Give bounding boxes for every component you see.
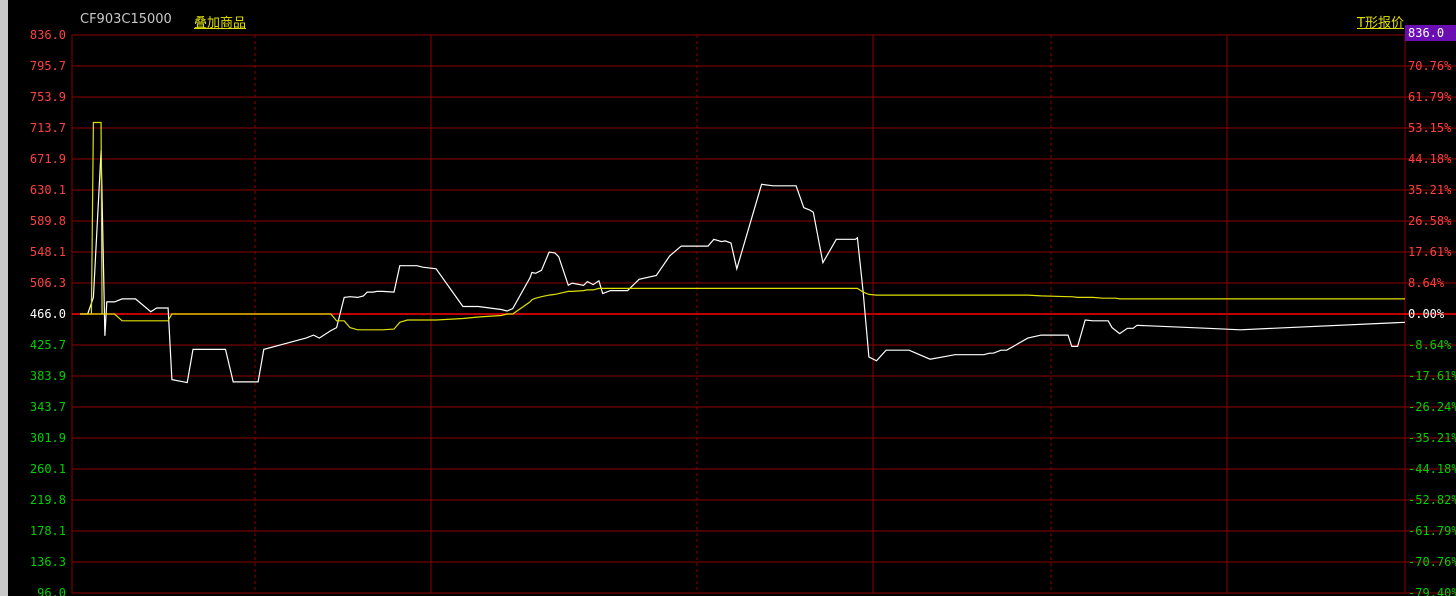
y-tick-right: 70.76% (1408, 59, 1452, 73)
window-edge (0, 0, 8, 596)
y-tick-left: 343.7 (30, 400, 66, 414)
y-tick-right: 8.64% (1408, 276, 1445, 290)
current-price-badge: 836.0 (1405, 25, 1456, 41)
y-tick-left: 178.1 (30, 524, 66, 538)
overlay-commodity-link[interactable]: 叠加商品 (194, 16, 247, 31)
y-tick-left: 630.1 (30, 183, 66, 197)
y-tick-left: 548.1 (30, 245, 66, 259)
spike-envelope (90, 121, 103, 315)
y-tick-left: 753.9 (30, 90, 66, 104)
y-tick-right: -26.24% (1408, 400, 1456, 414)
y-tick-right: -44.18% (1408, 462, 1456, 476)
y-tick-right: -61.79% (1408, 524, 1456, 538)
y-tick-left: 671.9 (30, 152, 66, 166)
y-tick-left: 260.1 (30, 462, 66, 476)
average-price-line (80, 287, 1405, 331)
y-tick-right: 53.15% (1408, 121, 1452, 135)
y-tick-right: 44.18% (1408, 152, 1452, 166)
t-quote-link[interactable]: T形报价 (1357, 16, 1404, 31)
y-tick-right: -17.61% (1408, 369, 1456, 383)
y-tick-left: 589.8 (30, 214, 66, 228)
chart-header: CF903C15000 叠加商品 T形报价 (8, 8, 1456, 31)
y-tick-right: 35.21% (1408, 183, 1452, 197)
y-tick-right: 26.58% (1408, 214, 1452, 228)
y-tick-left: 506.3 (30, 276, 66, 290)
y-tick-left: 425.7 (30, 338, 66, 352)
y-tick-right: -79.40% (1408, 586, 1456, 596)
y-tick-left: 96.0 (37, 586, 66, 596)
contract-symbol: CF903C15000 (80, 12, 172, 27)
y-tick-right: 0.00% (1408, 307, 1445, 321)
y-tick-right: -52.82% (1408, 493, 1456, 507)
y-tick-left: 466.0 (30, 307, 66, 321)
y-tick-left: 383.9 (30, 369, 66, 383)
price-series-line (80, 150, 1406, 384)
y-tick-left: 713.7 (30, 121, 66, 135)
y-tick-right: -35.21% (1408, 431, 1456, 445)
y-tick-left: 219.8 (30, 493, 66, 507)
y-tick-left: 836.0 (30, 28, 66, 42)
y-tick-left: 136.3 (30, 555, 66, 569)
y-tick-right: 17.61% (1408, 245, 1452, 259)
y-tick-right: -70.76% (1408, 555, 1456, 569)
y-tick-left: 795.7 (30, 59, 66, 73)
y-tick-left: 301.9 (30, 431, 66, 445)
y-tick-right: 61.79% (1408, 90, 1452, 104)
y-tick-right: -8.64% (1408, 338, 1452, 352)
